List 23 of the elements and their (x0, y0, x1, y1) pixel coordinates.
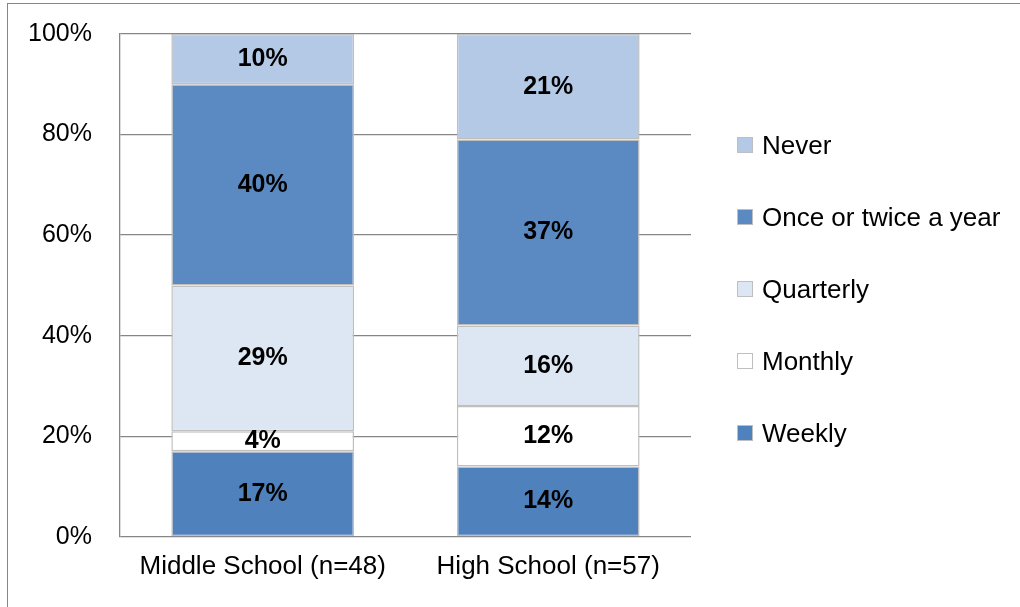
data-label: 37% (523, 216, 574, 245)
y-tick-label: 80% (41, 118, 92, 147)
data-label: 29% (237, 342, 288, 371)
data-label: 4% (244, 425, 281, 454)
data-label: 40% (237, 168, 288, 197)
y-tick-label: 60% (41, 219, 92, 248)
text: Monthly (762, 345, 854, 376)
data-label: 17% (237, 477, 288, 506)
y-tick-label: 40% (41, 319, 92, 348)
data-label: 10% (237, 43, 288, 72)
x-tick-label: Middle School (n=48) (139, 549, 386, 580)
legend-label: Never (762, 129, 832, 160)
data-label: 14% (523, 485, 574, 514)
data-label: 21% (523, 70, 574, 99)
data-label: 12% (523, 420, 574, 449)
y-tick-label: 100% (27, 17, 92, 46)
legend-label: Weekly (762, 417, 847, 448)
y-tick-label: 20% (41, 420, 92, 449)
x-tick-label: High School (n=57) (436, 549, 660, 580)
legend-label: Quarterly (762, 273, 869, 304)
y-tick-label: 0% (55, 520, 92, 549)
legend-label: Once or twice a year (762, 201, 1001, 232)
data-label: 16% (523, 349, 574, 378)
